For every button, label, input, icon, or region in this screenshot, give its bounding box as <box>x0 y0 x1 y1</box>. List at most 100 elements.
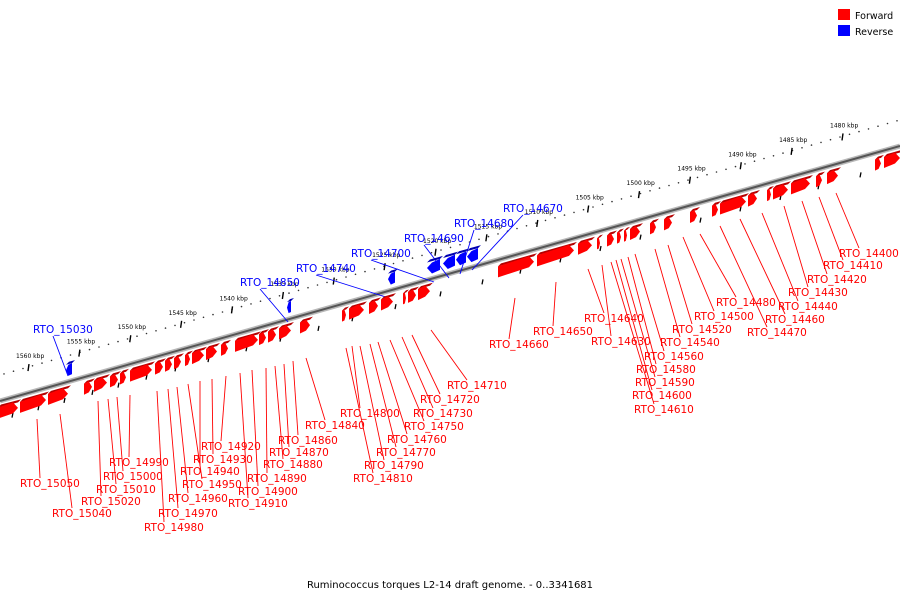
gene-label-rto-14660[interactable]: RTO_14660 <box>489 339 549 351</box>
gene-label-rto-15000[interactable]: RTO_15000 <box>103 471 163 483</box>
forward-gene-5[interactable] <box>94 374 110 392</box>
forward-gene-15[interactable] <box>221 339 231 356</box>
gene-label-rto-15050[interactable]: RTO_15050 <box>20 478 80 490</box>
reverse-gene-1[interactable] <box>66 360 75 376</box>
forward-gene-46[interactable] <box>827 167 841 185</box>
gene-label-rto-14860[interactable]: RTO_14860 <box>278 435 338 447</box>
forward-gene-13[interactable] <box>192 346 207 365</box>
forward-gene-27[interactable] <box>418 282 433 301</box>
forward-gene-12[interactable] <box>185 350 193 367</box>
gene-label-rto-14540[interactable]: RTO_14540 <box>660 337 720 349</box>
forward-gene-7[interactable] <box>120 368 129 385</box>
forward-gene-32[interactable] <box>607 230 617 247</box>
forward-gene-38[interactable] <box>690 207 700 223</box>
gene-label-rto-14720[interactable]: RTO_14720 <box>420 394 480 406</box>
forward-gene-31[interactable] <box>597 234 603 250</box>
forward-gene-17[interactable] <box>259 329 269 346</box>
gene-label-rto-14520[interactable]: RTO_14520 <box>672 324 732 336</box>
gene-label-rto-14960[interactable]: RTO_14960 <box>168 493 228 505</box>
gene-label-rto-14650[interactable]: RTO_14650 <box>533 326 593 338</box>
forward-gene-23[interactable] <box>369 297 381 314</box>
gene-label-rto-14420[interactable]: RTO_14420 <box>807 274 867 286</box>
reverse-gene-7[interactable] <box>467 245 481 263</box>
gene-label-rto-14840[interactable]: RTO_14840 <box>305 420 365 432</box>
gene-label-rto-14980[interactable]: RTO_14980 <box>144 522 204 534</box>
gene-label-rto-14890[interactable]: RTO_14890 <box>247 473 307 485</box>
gene-label-rto-14670[interactable]: RTO_14670 <box>503 203 563 215</box>
forward-gene-19[interactable] <box>279 322 294 340</box>
gene-label-rto-14480[interactable]: RTO_14480 <box>716 297 776 309</box>
gene-label-rto-14470[interactable]: RTO_14470 <box>747 327 807 339</box>
gene-label-rto-14810[interactable]: RTO_14810 <box>353 473 413 485</box>
gene-label-rto-14950[interactable]: RTO_14950 <box>182 479 242 491</box>
reverse-gene-4[interactable] <box>427 255 443 274</box>
gene-label-rto-14560[interactable]: RTO_14560 <box>644 351 704 363</box>
gene-label-rto-14730[interactable]: RTO_14730 <box>413 408 473 420</box>
gene-label-rto-14940[interactable]: RTO_14940 <box>180 466 240 478</box>
forward-gene-40[interactable] <box>720 193 749 215</box>
forward-gene-8[interactable] <box>130 361 155 382</box>
reverse-gene-6[interactable] <box>456 248 469 266</box>
forward-gene-36[interactable] <box>650 218 659 235</box>
forward-gene-16[interactable] <box>235 331 261 352</box>
forward-gene-10[interactable] <box>165 355 175 372</box>
forward-gene-18[interactable] <box>268 326 279 343</box>
forward-gene-48[interactable] <box>884 150 900 169</box>
forward-gene-20[interactable] <box>300 316 313 334</box>
gene-label-rto-14870[interactable]: RTO_14870 <box>269 447 329 459</box>
gene-label-rto-14610[interactable]: RTO_14610 <box>634 404 694 416</box>
forward-gene-47[interactable] <box>875 154 884 171</box>
gene-label-rto-14920[interactable]: RTO_14920 <box>201 441 261 453</box>
gene-label-rto-14930[interactable]: RTO_14930 <box>193 454 253 466</box>
forward-gene-44[interactable] <box>791 175 813 195</box>
forward-gene-6[interactable] <box>110 371 121 388</box>
gene-label-rto-14880[interactable]: RTO_14880 <box>263 459 323 471</box>
gene-label-rto-14760[interactable]: RTO_14760 <box>387 434 447 446</box>
gene-label-rto-14630[interactable]: RTO_14630 <box>591 336 651 348</box>
gene-label-rto-14970[interactable]: RTO_14970 <box>158 508 218 520</box>
forward-gene-21[interactable] <box>342 306 349 322</box>
gene-label-rto-14990[interactable]: RTO_14990 <box>109 457 169 469</box>
forward-gene-22[interactable] <box>349 301 367 320</box>
forward-gene-14[interactable] <box>206 343 220 361</box>
reverse-gene-2[interactable] <box>287 298 294 314</box>
gene-label-rto-14800[interactable]: RTO_14800 <box>340 408 400 420</box>
gene-label-rto-14580[interactable]: RTO_14580 <box>636 364 696 376</box>
gene-label-rto-14400[interactable]: RTO_14400 <box>839 248 899 260</box>
forward-gene-28[interactable] <box>498 253 537 278</box>
gene-label-rto-14700[interactable]: RTO_14700 <box>351 248 411 260</box>
gene-label-rto-14600[interactable]: RTO_14600 <box>632 390 692 402</box>
reverse-gene-3[interactable] <box>388 268 398 285</box>
forward-gene-39[interactable] <box>712 201 721 217</box>
gene-label-rto-14680[interactable]: RTO_14680 <box>454 218 514 230</box>
gene-label-rto-14790[interactable]: RTO_14790 <box>364 460 424 472</box>
gene-label-rto-14850[interactable]: RTO_14850 <box>240 277 300 289</box>
forward-gene-1[interactable] <box>0 399 21 418</box>
gene-label-rto-14740[interactable]: RTO_14740 <box>296 263 356 275</box>
gene-label-rto-14500[interactable]: RTO_14500 <box>694 311 754 323</box>
gene-label-rto-14590[interactable]: RTO_14590 <box>635 377 695 389</box>
forward-gene-4[interactable] <box>84 378 95 395</box>
forward-gene-24[interactable] <box>381 293 396 311</box>
gene-label-rto-15030[interactable]: RTO_15030 <box>33 324 93 336</box>
forward-gene-11[interactable] <box>174 353 184 370</box>
gene-label-rto-14910[interactable]: RTO_14910 <box>228 498 288 510</box>
forward-gene-2[interactable] <box>20 391 49 413</box>
gene-label-rto-14640[interactable]: RTO_14640 <box>584 313 644 325</box>
forward-gene-29[interactable] <box>537 241 577 267</box>
forward-gene-25[interactable] <box>403 289 409 305</box>
forward-gene-43[interactable] <box>773 181 791 200</box>
gene-label-rto-14710[interactable]: RTO_14710 <box>447 380 507 392</box>
gene-label-rto-14430[interactable]: RTO_14430 <box>788 287 848 299</box>
gene-label-rto-15010[interactable]: RTO_15010 <box>96 484 156 496</box>
gene-label-rto-15040[interactable]: RTO_15040 <box>52 508 112 520</box>
forward-gene-9[interactable] <box>155 358 166 375</box>
forward-gene-42[interactable] <box>767 186 774 202</box>
gene-label-rto-14410[interactable]: RTO_14410 <box>823 260 883 272</box>
forward-gene-35[interactable] <box>630 223 643 240</box>
forward-gene-30[interactable] <box>578 236 595 255</box>
forward-gene-41[interactable] <box>748 190 760 207</box>
gene-label-rto-14690[interactable]: RTO_14690 <box>404 233 464 245</box>
forward-gene-33[interactable] <box>617 228 624 244</box>
forward-gene-34[interactable] <box>624 226 630 242</box>
